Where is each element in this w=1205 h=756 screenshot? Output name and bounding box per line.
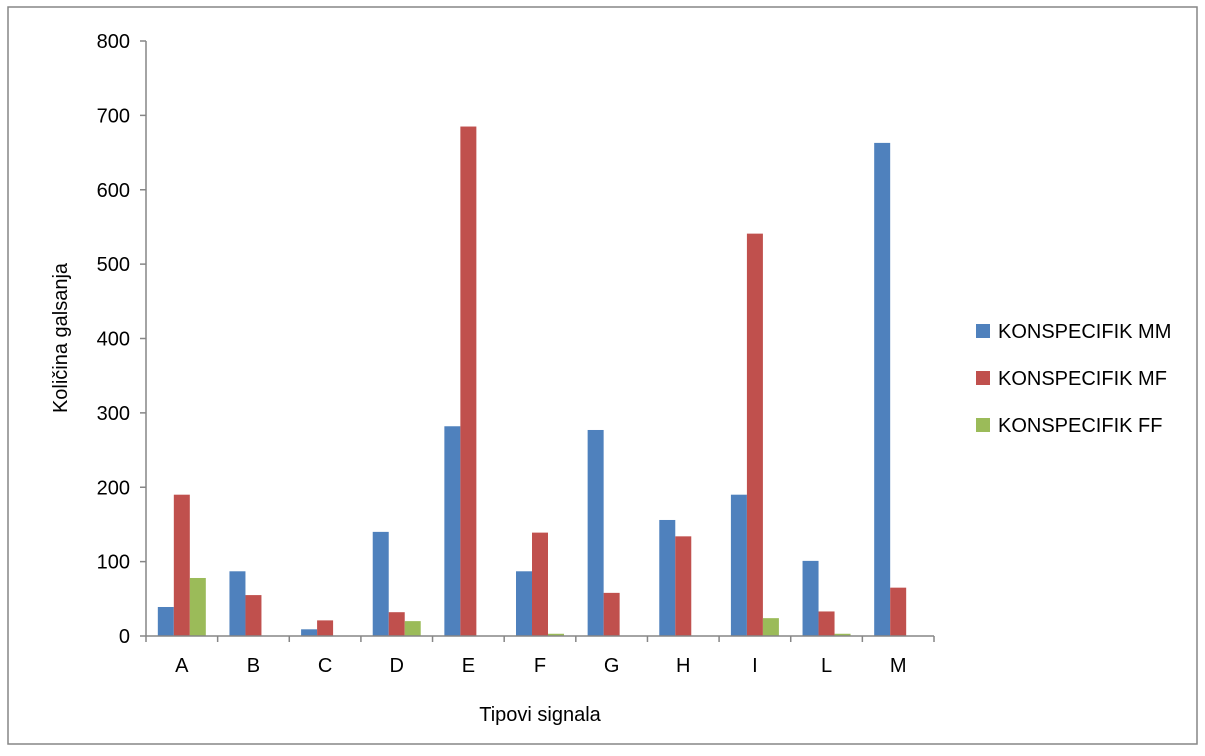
bar-konspecifik-ff-l: [834, 633, 851, 636]
legend-label-konspecifik-mm: KONSPECIFIK MM: [998, 321, 1171, 343]
y-tick-label: 500: [97, 254, 130, 276]
bar-konspecifik-mm-l: [802, 560, 819, 636]
y-tick-label: 300: [97, 403, 130, 425]
legend-label-konspecifik-mf: KONSPECIFIK MF: [998, 368, 1167, 390]
legend-swatch-konspecifik-mm: [976, 324, 990, 338]
bar-konspecifik-mm-a: [157, 606, 174, 636]
bar-konspecifik-mf-f: [532, 532, 548, 636]
x-tick-label: I: [752, 655, 758, 677]
y-tick-label: 0: [119, 626, 130, 648]
x-tick-label: G: [604, 655, 620, 677]
x-tick-label: A: [175, 655, 189, 677]
y-tick-label: 600: [97, 180, 130, 202]
legend-swatch-konspecifik-mf: [976, 371, 990, 385]
y-tick-label: 100: [97, 552, 130, 574]
bar-konspecifik-mm-f: [516, 571, 532, 636]
bar-konspecifik-mm-c: [301, 629, 318, 636]
y-tick-label: 700: [97, 105, 130, 127]
y-tick-label: 200: [97, 477, 130, 499]
bar-konspecifik-ff-a: [189, 577, 206, 636]
x-tick-label: L: [821, 655, 832, 677]
x-tick-label: C: [318, 655, 332, 677]
legend-swatch-konspecifik-ff: [976, 418, 990, 432]
bars-layer: [157, 126, 907, 637]
bar-konspecifik-ff-d: [404, 621, 421, 636]
x-tick-label: F: [534, 655, 546, 677]
axes-layer: A B C D E F G H I L M 0 100 200 300 400 500 600 700 800: [97, 31, 935, 677]
bar-konspecifik-mm-h: [659, 519, 676, 636]
bar-konspecifik-mf-b: [245, 595, 262, 636]
bar-konspecifik-mf-e: [460, 126, 477, 636]
x-tick-label: D: [390, 655, 404, 677]
bar-konspecifik-mm-d: [372, 531, 389, 636]
bar-konspecifik-mf-a: [173, 494, 190, 636]
bar-konspecifik-mm-b: [229, 571, 246, 636]
bar-konspecifik-mf-g: [603, 592, 620, 636]
bar-konspecifik-mf-d: [388, 612, 405, 636]
y-tick-label: 400: [97, 329, 130, 351]
x-tick-label: H: [676, 655, 690, 677]
bar-konspecifik-mm-g: [587, 429, 604, 636]
x-tick-label: B: [247, 655, 260, 677]
legend: KONSPECIFIK MM KONSPECIFIK MF KONSPECIFIK …: [976, 321, 1171, 437]
x-axis-title: Tipovi signala: [479, 704, 601, 726]
bar-konspecifik-mf-i: [746, 233, 763, 636]
y-tick-label: 800: [97, 31, 130, 53]
x-tick-label: E: [462, 655, 475, 677]
bar-konspecifik-mf-l: [818, 611, 835, 636]
bar-konspecifik-mm-m: [874, 142, 891, 637]
x-tick-label: M: [890, 655, 907, 677]
bar-konspecifik-mf-h: [675, 536, 692, 636]
bar-konspecifik-mf-c: [317, 620, 334, 636]
y-axis-title: Količina galsanja: [50, 262, 72, 413]
bar-konspecifik-mm-e: [444, 426, 461, 636]
bar-konspecifik-ff-i: [762, 618, 779, 636]
bar-konspecifik-mm-i: [730, 494, 747, 636]
legend-label-konspecifik-ff: KONSPECIFIK FF: [998, 415, 1162, 437]
bar-konspecifik-ff-f: [548, 633, 564, 636]
bar-konspecifik-mf-m: [890, 587, 907, 636]
